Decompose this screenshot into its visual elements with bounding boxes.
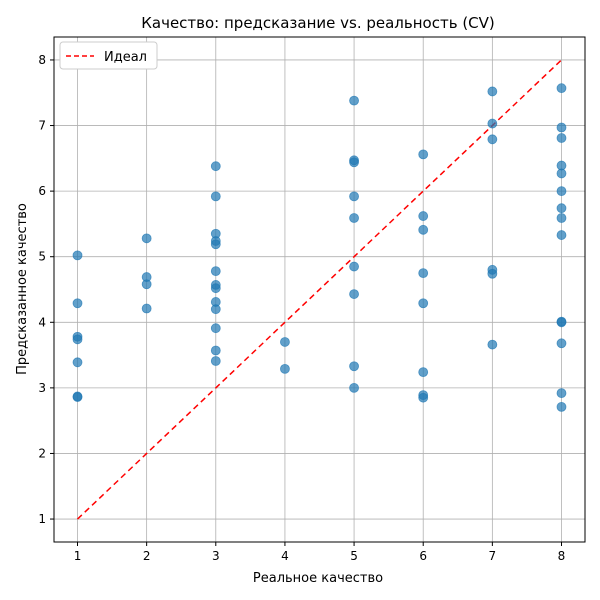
scatter-point [556, 122, 567, 133]
y-axis-label: Предсказанное качество [15, 203, 30, 375]
scatter-point [556, 230, 567, 240]
data-points [72, 83, 567, 412]
y-tick-label: 2 [38, 446, 46, 460]
scatter-point [210, 323, 221, 334]
scatter-point [72, 334, 83, 345]
y-tick-label: 8 [38, 53, 46, 67]
scatter-point [487, 118, 498, 129]
scatter-point [280, 337, 290, 347]
scatter-point [210, 239, 221, 250]
legend: Идеал [59, 41, 158, 70]
ideal-line-layer [76, 59, 563, 520]
x-tick-label: 7 [489, 549, 497, 563]
plot-area-frame [53, 36, 586, 543]
scatter-point [418, 298, 429, 309]
scatter-point [556, 186, 567, 197]
scatter-point [556, 388, 567, 399]
scatter-point [141, 303, 152, 314]
scatter-point [210, 283, 221, 294]
y-tick-label: 5 [38, 250, 46, 264]
scatter-point [487, 134, 498, 145]
scatter-point [210, 266, 221, 277]
scatter-point [72, 298, 83, 309]
y-tick-label: 4 [38, 315, 46, 329]
legend-box [59, 41, 158, 70]
x-tick-label: 2 [143, 549, 151, 563]
x-tick-label: 1 [74, 549, 82, 563]
scatter-point [72, 392, 83, 402]
x-tick-label: 4 [281, 549, 289, 563]
scatter-point [418, 211, 429, 221]
scatter-point [349, 95, 359, 106]
scatter-point [349, 261, 359, 272]
scatter-point [141, 279, 152, 290]
scatter-point [349, 213, 359, 223]
scatter-point [349, 361, 359, 372]
x-tick-label: 6 [419, 549, 427, 563]
scatter-point [280, 363, 290, 374]
scatter-point [418, 149, 429, 160]
x-tick-label: 5 [350, 549, 358, 563]
scatter-point [418, 367, 429, 378]
scatter-point [418, 268, 429, 279]
ideal-line [76, 59, 563, 520]
scatter-point [418, 392, 429, 403]
scatter-point [556, 203, 567, 214]
y-tick-label: 1 [38, 512, 46, 526]
scatter-point [487, 86, 498, 97]
x-tick-label: 8 [558, 549, 566, 563]
scatter-point [487, 339, 498, 350]
scatter-point [556, 338, 567, 349]
scatter-point [556, 317, 567, 328]
scatter-point [210, 345, 221, 356]
y-tick-label: 6 [38, 184, 46, 198]
scatter-point [141, 233, 152, 244]
chart-title: Качество: предсказание vs. реальность (C… [141, 14, 495, 32]
y-tick-label: 7 [38, 119, 46, 133]
scatter-point [487, 268, 498, 279]
scatter-point [349, 382, 359, 393]
scatter-point [556, 401, 567, 412]
scatter-point [556, 83, 567, 94]
scatter-point [210, 304, 221, 315]
legend-ideal-label: Идеал [104, 50, 147, 65]
scatter-point [418, 224, 429, 235]
scatter-point [210, 356, 221, 366]
scatter-point [210, 161, 221, 172]
scatter-point [349, 157, 359, 168]
x-axis-label: Реальное качество [253, 571, 383, 586]
scatter-point [349, 289, 359, 299]
scatter-point [556, 213, 567, 223]
x-tick-label: 3 [212, 549, 220, 563]
axis-ticks: 1 2 3 4 5 6 7 8 1 2 3 4 5 6 7 8 [38, 53, 565, 563]
scatter-point [556, 133, 567, 143]
scatter-point [72, 357, 83, 368]
scatter-point [556, 168, 567, 179]
scatter-point [210, 191, 221, 202]
y-tick-label: 3 [38, 381, 46, 395]
scatter-point [349, 191, 359, 202]
scatter-point [72, 250, 83, 261]
